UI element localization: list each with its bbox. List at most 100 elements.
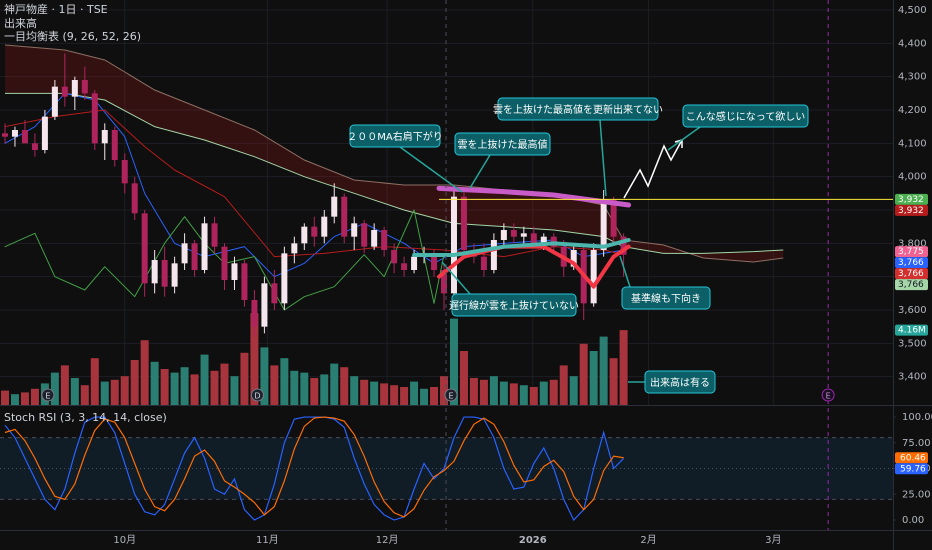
volume-bar [390,385,399,405]
volume-bar [609,358,618,405]
volume-bar [320,374,329,405]
volume-bar [330,363,339,405]
stoch-badge-label: 59.76 [900,464,926,474]
candle-body [221,246,228,280]
volume-bar [170,372,179,405]
price-badge [895,193,928,205]
volume-bar [20,392,29,405]
candle-body [191,243,198,270]
volume-bar [30,388,39,405]
callout-text: 基準線も下向き [631,292,701,305]
candle-body [431,253,438,270]
callout-box [454,132,551,156]
volume-bar [220,363,229,405]
volume-bar [559,365,568,405]
volume-bar [100,381,109,405]
stoch-line [4,416,624,518]
volume-bar [250,313,259,405]
axes: 3,4003,5003,6003,7003,8003,9004,0004,100… [113,5,932,546]
stoch-badge [895,463,928,475]
volume-bar [549,379,558,405]
y-tick-label: 4,000 [898,172,927,183]
callout-pointer [619,255,631,288]
volume-bar [60,365,69,405]
legend-label: 一目均衡表 (9, 26, 52, 26) [4,29,141,43]
volume-bar [50,372,59,405]
volume-bar [200,354,209,405]
candle-body [351,223,358,237]
volume-bar [300,372,309,405]
volume-bar [579,343,588,405]
candle-body [111,130,118,160]
event-icon [41,388,55,402]
candle-body [480,256,487,270]
candle-body [590,250,597,304]
y-tick-label: 3,800 [898,238,927,249]
indicator-line [437,244,631,289]
x-tick-label: 10月 [113,534,136,546]
price-badge [895,268,928,280]
volume-bar [240,352,249,405]
candle-body [291,243,298,254]
y-tick-label: 4,400 [898,38,927,49]
volume-bar [0,390,9,405]
candle-body [441,270,448,294]
volume-bar [619,330,628,405]
candle-body [61,86,68,97]
volume-bar [340,367,349,405]
candle-body [131,183,138,214]
volume-bar [230,376,239,405]
candle-body [540,236,547,244]
candle-body [91,93,98,144]
candle-body [490,240,497,270]
volume-bar [410,381,419,405]
volume-bar [589,351,598,405]
candle-body [281,253,288,304]
callout-text: ２００MA右肩下がり [347,130,442,143]
volume-bar [90,358,99,405]
leading-span-a [4,92,784,254]
callout-box [497,97,659,121]
candle-body [520,233,527,237]
price-badge [895,246,928,258]
y-tick-label: 3,600 [898,305,927,316]
volume-bar [469,378,478,405]
price-badge [895,204,928,216]
volume-bar [10,394,19,405]
callout-pointer [441,261,471,295]
volume-bar [130,360,139,405]
indicator-line [4,92,625,278]
y-tick-label: 3,400 [898,372,927,383]
volume-bar [290,370,299,405]
candle-body [371,230,378,247]
event-label: E [448,392,453,401]
x-tick-label: 11月 [256,534,279,546]
candle-body [311,226,318,237]
stoch-line [4,416,625,522]
volume-bar [539,381,548,405]
y-tick-label: 3,500 [898,338,927,349]
volume-bar [260,347,269,405]
candle-body [600,200,607,250]
volume-bar [479,379,488,405]
callout-text: 雲を上抜けた最高値 [458,138,548,151]
price-badge-label: 3,766 [898,258,924,268]
legend-label: 出来高 [4,16,37,30]
volume-badge-label: 4.16M [898,326,926,336]
expected-path-arrow [623,139,683,199]
candle-body [81,80,88,94]
volume-bar [150,361,159,405]
callout-box [644,370,716,394]
candle-body [71,80,78,97]
candle-body [460,196,467,250]
price-badge-label: 3,775 [898,247,924,257]
event-icon [250,388,264,402]
event-icon [444,388,458,402]
candle-body [151,260,158,284]
volume-bar [449,318,458,405]
candle-body [121,160,128,184]
candle-body [321,216,328,237]
volume-bar [569,376,578,405]
volume-bar [459,351,468,405]
